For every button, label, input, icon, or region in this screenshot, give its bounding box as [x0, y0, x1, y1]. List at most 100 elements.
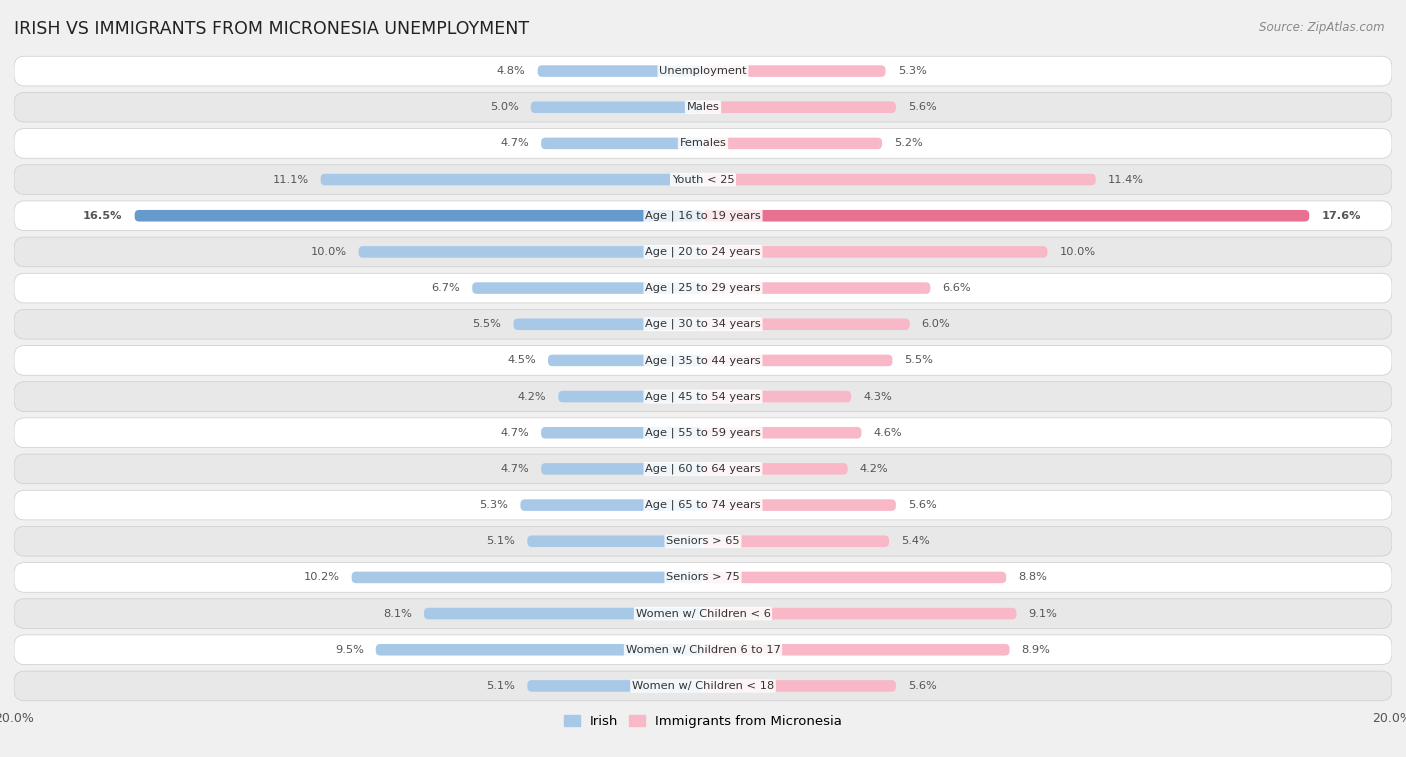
FancyBboxPatch shape [537, 65, 703, 77]
Text: IRISH VS IMMIGRANTS FROM MICRONESIA UNEMPLOYMENT: IRISH VS IMMIGRANTS FROM MICRONESIA UNEM… [14, 20, 529, 38]
Text: 11.4%: 11.4% [1108, 175, 1143, 185]
FancyBboxPatch shape [548, 354, 703, 366]
FancyBboxPatch shape [541, 463, 703, 475]
Text: Age | 60 to 64 years: Age | 60 to 64 years [645, 464, 761, 474]
Text: 10.2%: 10.2% [304, 572, 340, 582]
FancyBboxPatch shape [541, 138, 703, 149]
FancyBboxPatch shape [703, 427, 862, 438]
FancyBboxPatch shape [14, 346, 1392, 375]
FancyBboxPatch shape [703, 354, 893, 366]
FancyBboxPatch shape [703, 535, 889, 547]
FancyBboxPatch shape [14, 56, 1392, 86]
FancyBboxPatch shape [321, 174, 703, 185]
Text: 4.6%: 4.6% [873, 428, 903, 438]
FancyBboxPatch shape [14, 562, 1392, 592]
Text: 5.6%: 5.6% [908, 500, 936, 510]
Text: 4.5%: 4.5% [508, 356, 536, 366]
FancyBboxPatch shape [558, 391, 703, 403]
FancyBboxPatch shape [14, 92, 1392, 122]
FancyBboxPatch shape [703, 174, 1095, 185]
Text: Seniors > 65: Seniors > 65 [666, 536, 740, 547]
Text: 4.2%: 4.2% [517, 391, 547, 401]
Text: 8.1%: 8.1% [382, 609, 412, 618]
FancyBboxPatch shape [14, 418, 1392, 447]
Text: Source: ZipAtlas.com: Source: ZipAtlas.com [1260, 21, 1385, 34]
Text: Women w/ Children 6 to 17: Women w/ Children 6 to 17 [626, 645, 780, 655]
Text: 4.3%: 4.3% [863, 391, 891, 401]
Text: 8.8%: 8.8% [1018, 572, 1047, 582]
Text: 5.6%: 5.6% [908, 681, 936, 691]
Text: Age | 16 to 19 years: Age | 16 to 19 years [645, 210, 761, 221]
Text: Age | 45 to 54 years: Age | 45 to 54 years [645, 391, 761, 402]
Text: Males: Males [686, 102, 720, 112]
FancyBboxPatch shape [703, 572, 1007, 583]
Text: 4.2%: 4.2% [859, 464, 889, 474]
FancyBboxPatch shape [703, 391, 851, 403]
Text: Unemployment: Unemployment [659, 66, 747, 76]
Text: 6.0%: 6.0% [922, 319, 950, 329]
FancyBboxPatch shape [14, 599, 1392, 628]
FancyBboxPatch shape [703, 138, 882, 149]
FancyBboxPatch shape [703, 644, 1010, 656]
FancyBboxPatch shape [14, 635, 1392, 665]
FancyBboxPatch shape [541, 427, 703, 438]
FancyBboxPatch shape [527, 535, 703, 547]
Text: Age | 25 to 29 years: Age | 25 to 29 years [645, 283, 761, 293]
FancyBboxPatch shape [425, 608, 703, 619]
FancyBboxPatch shape [375, 644, 703, 656]
Text: 5.0%: 5.0% [489, 102, 519, 112]
Text: 5.4%: 5.4% [901, 536, 929, 547]
Text: Age | 35 to 44 years: Age | 35 to 44 years [645, 355, 761, 366]
FancyBboxPatch shape [359, 246, 703, 257]
FancyBboxPatch shape [135, 210, 703, 222]
Text: 5.5%: 5.5% [472, 319, 502, 329]
FancyBboxPatch shape [14, 310, 1392, 339]
FancyBboxPatch shape [14, 129, 1392, 158]
FancyBboxPatch shape [703, 210, 1309, 222]
Text: 5.3%: 5.3% [479, 500, 509, 510]
FancyBboxPatch shape [703, 282, 931, 294]
Text: 4.8%: 4.8% [496, 66, 526, 76]
FancyBboxPatch shape [14, 165, 1392, 195]
FancyBboxPatch shape [703, 319, 910, 330]
FancyBboxPatch shape [14, 382, 1392, 411]
FancyBboxPatch shape [527, 680, 703, 692]
FancyBboxPatch shape [703, 500, 896, 511]
Text: 5.1%: 5.1% [486, 536, 515, 547]
Text: Age | 65 to 74 years: Age | 65 to 74 years [645, 500, 761, 510]
Text: Women w/ Children < 18: Women w/ Children < 18 [631, 681, 775, 691]
FancyBboxPatch shape [14, 273, 1392, 303]
FancyBboxPatch shape [513, 319, 703, 330]
FancyBboxPatch shape [14, 201, 1392, 231]
Text: 5.5%: 5.5% [904, 356, 934, 366]
FancyBboxPatch shape [352, 572, 703, 583]
Text: Youth < 25: Youth < 25 [672, 175, 734, 185]
FancyBboxPatch shape [14, 491, 1392, 520]
FancyBboxPatch shape [703, 101, 896, 113]
Text: 4.7%: 4.7% [501, 428, 529, 438]
Text: 17.6%: 17.6% [1322, 210, 1361, 221]
FancyBboxPatch shape [703, 65, 886, 77]
FancyBboxPatch shape [520, 500, 703, 511]
FancyBboxPatch shape [472, 282, 703, 294]
Text: 4.7%: 4.7% [501, 139, 529, 148]
Text: 5.2%: 5.2% [894, 139, 922, 148]
Text: 6.7%: 6.7% [432, 283, 460, 293]
Text: Women w/ Children < 6: Women w/ Children < 6 [636, 609, 770, 618]
Legend: Irish, Immigrants from Micronesia: Irish, Immigrants from Micronesia [558, 709, 848, 734]
Text: Females: Females [679, 139, 727, 148]
Text: 10.0%: 10.0% [1060, 247, 1095, 257]
Text: Age | 30 to 34 years: Age | 30 to 34 years [645, 319, 761, 329]
FancyBboxPatch shape [703, 680, 896, 692]
Text: 4.7%: 4.7% [501, 464, 529, 474]
FancyBboxPatch shape [703, 608, 1017, 619]
FancyBboxPatch shape [14, 237, 1392, 266]
Text: Seniors > 75: Seniors > 75 [666, 572, 740, 582]
Text: 11.1%: 11.1% [273, 175, 308, 185]
FancyBboxPatch shape [531, 101, 703, 113]
FancyBboxPatch shape [14, 454, 1392, 484]
Text: 10.0%: 10.0% [311, 247, 346, 257]
Text: 5.1%: 5.1% [486, 681, 515, 691]
FancyBboxPatch shape [14, 526, 1392, 556]
Text: Age | 20 to 24 years: Age | 20 to 24 years [645, 247, 761, 257]
